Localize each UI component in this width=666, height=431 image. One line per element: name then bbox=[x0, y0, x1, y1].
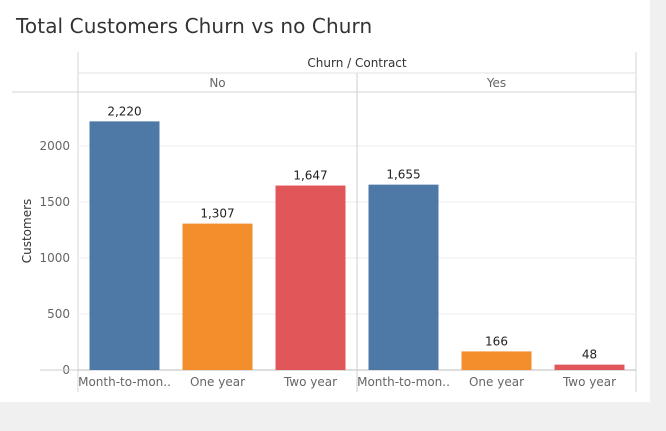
x-tick-label: One year bbox=[469, 375, 524, 389]
data-label: 166 bbox=[485, 334, 508, 348]
panel-header-yes: Yes bbox=[486, 76, 506, 90]
column-header: Churn / Contract bbox=[307, 56, 407, 70]
bar bbox=[89, 121, 160, 370]
x-tick-label: One year bbox=[190, 375, 245, 389]
x-tick-label: Month-to-mon.. bbox=[357, 375, 450, 389]
bar bbox=[461, 351, 532, 370]
y-axis-label: Customers bbox=[20, 199, 34, 264]
y-tick-label: 1000 bbox=[39, 251, 70, 265]
x-tick-label: Two year bbox=[283, 375, 337, 389]
bar bbox=[182, 223, 253, 370]
data-label: 2,220 bbox=[107, 104, 141, 118]
bar bbox=[368, 184, 439, 370]
y-tick-label: 500 bbox=[47, 307, 70, 321]
panel-header-no: No bbox=[209, 76, 225, 90]
x-tick-label: Month-to-mon.. bbox=[78, 375, 171, 389]
data-label: 1,647 bbox=[293, 169, 327, 183]
bar bbox=[554, 364, 625, 370]
x-tick-label: Two year bbox=[562, 375, 616, 389]
bar bbox=[275, 185, 346, 370]
y-tick-label: 1500 bbox=[39, 195, 70, 209]
chart-card: Total Customers Churn vs no Churn Churn … bbox=[0, 0, 650, 402]
data-label: 48 bbox=[582, 348, 597, 362]
chart-title: Total Customers Churn vs no Churn bbox=[16, 14, 373, 38]
data-label: 1,307 bbox=[200, 207, 234, 221]
data-label: 1,655 bbox=[386, 168, 420, 182]
y-tick-label: 2000 bbox=[39, 139, 70, 153]
chart-plot: Churn / Contract0500100015002000Customer… bbox=[12, 52, 637, 392]
